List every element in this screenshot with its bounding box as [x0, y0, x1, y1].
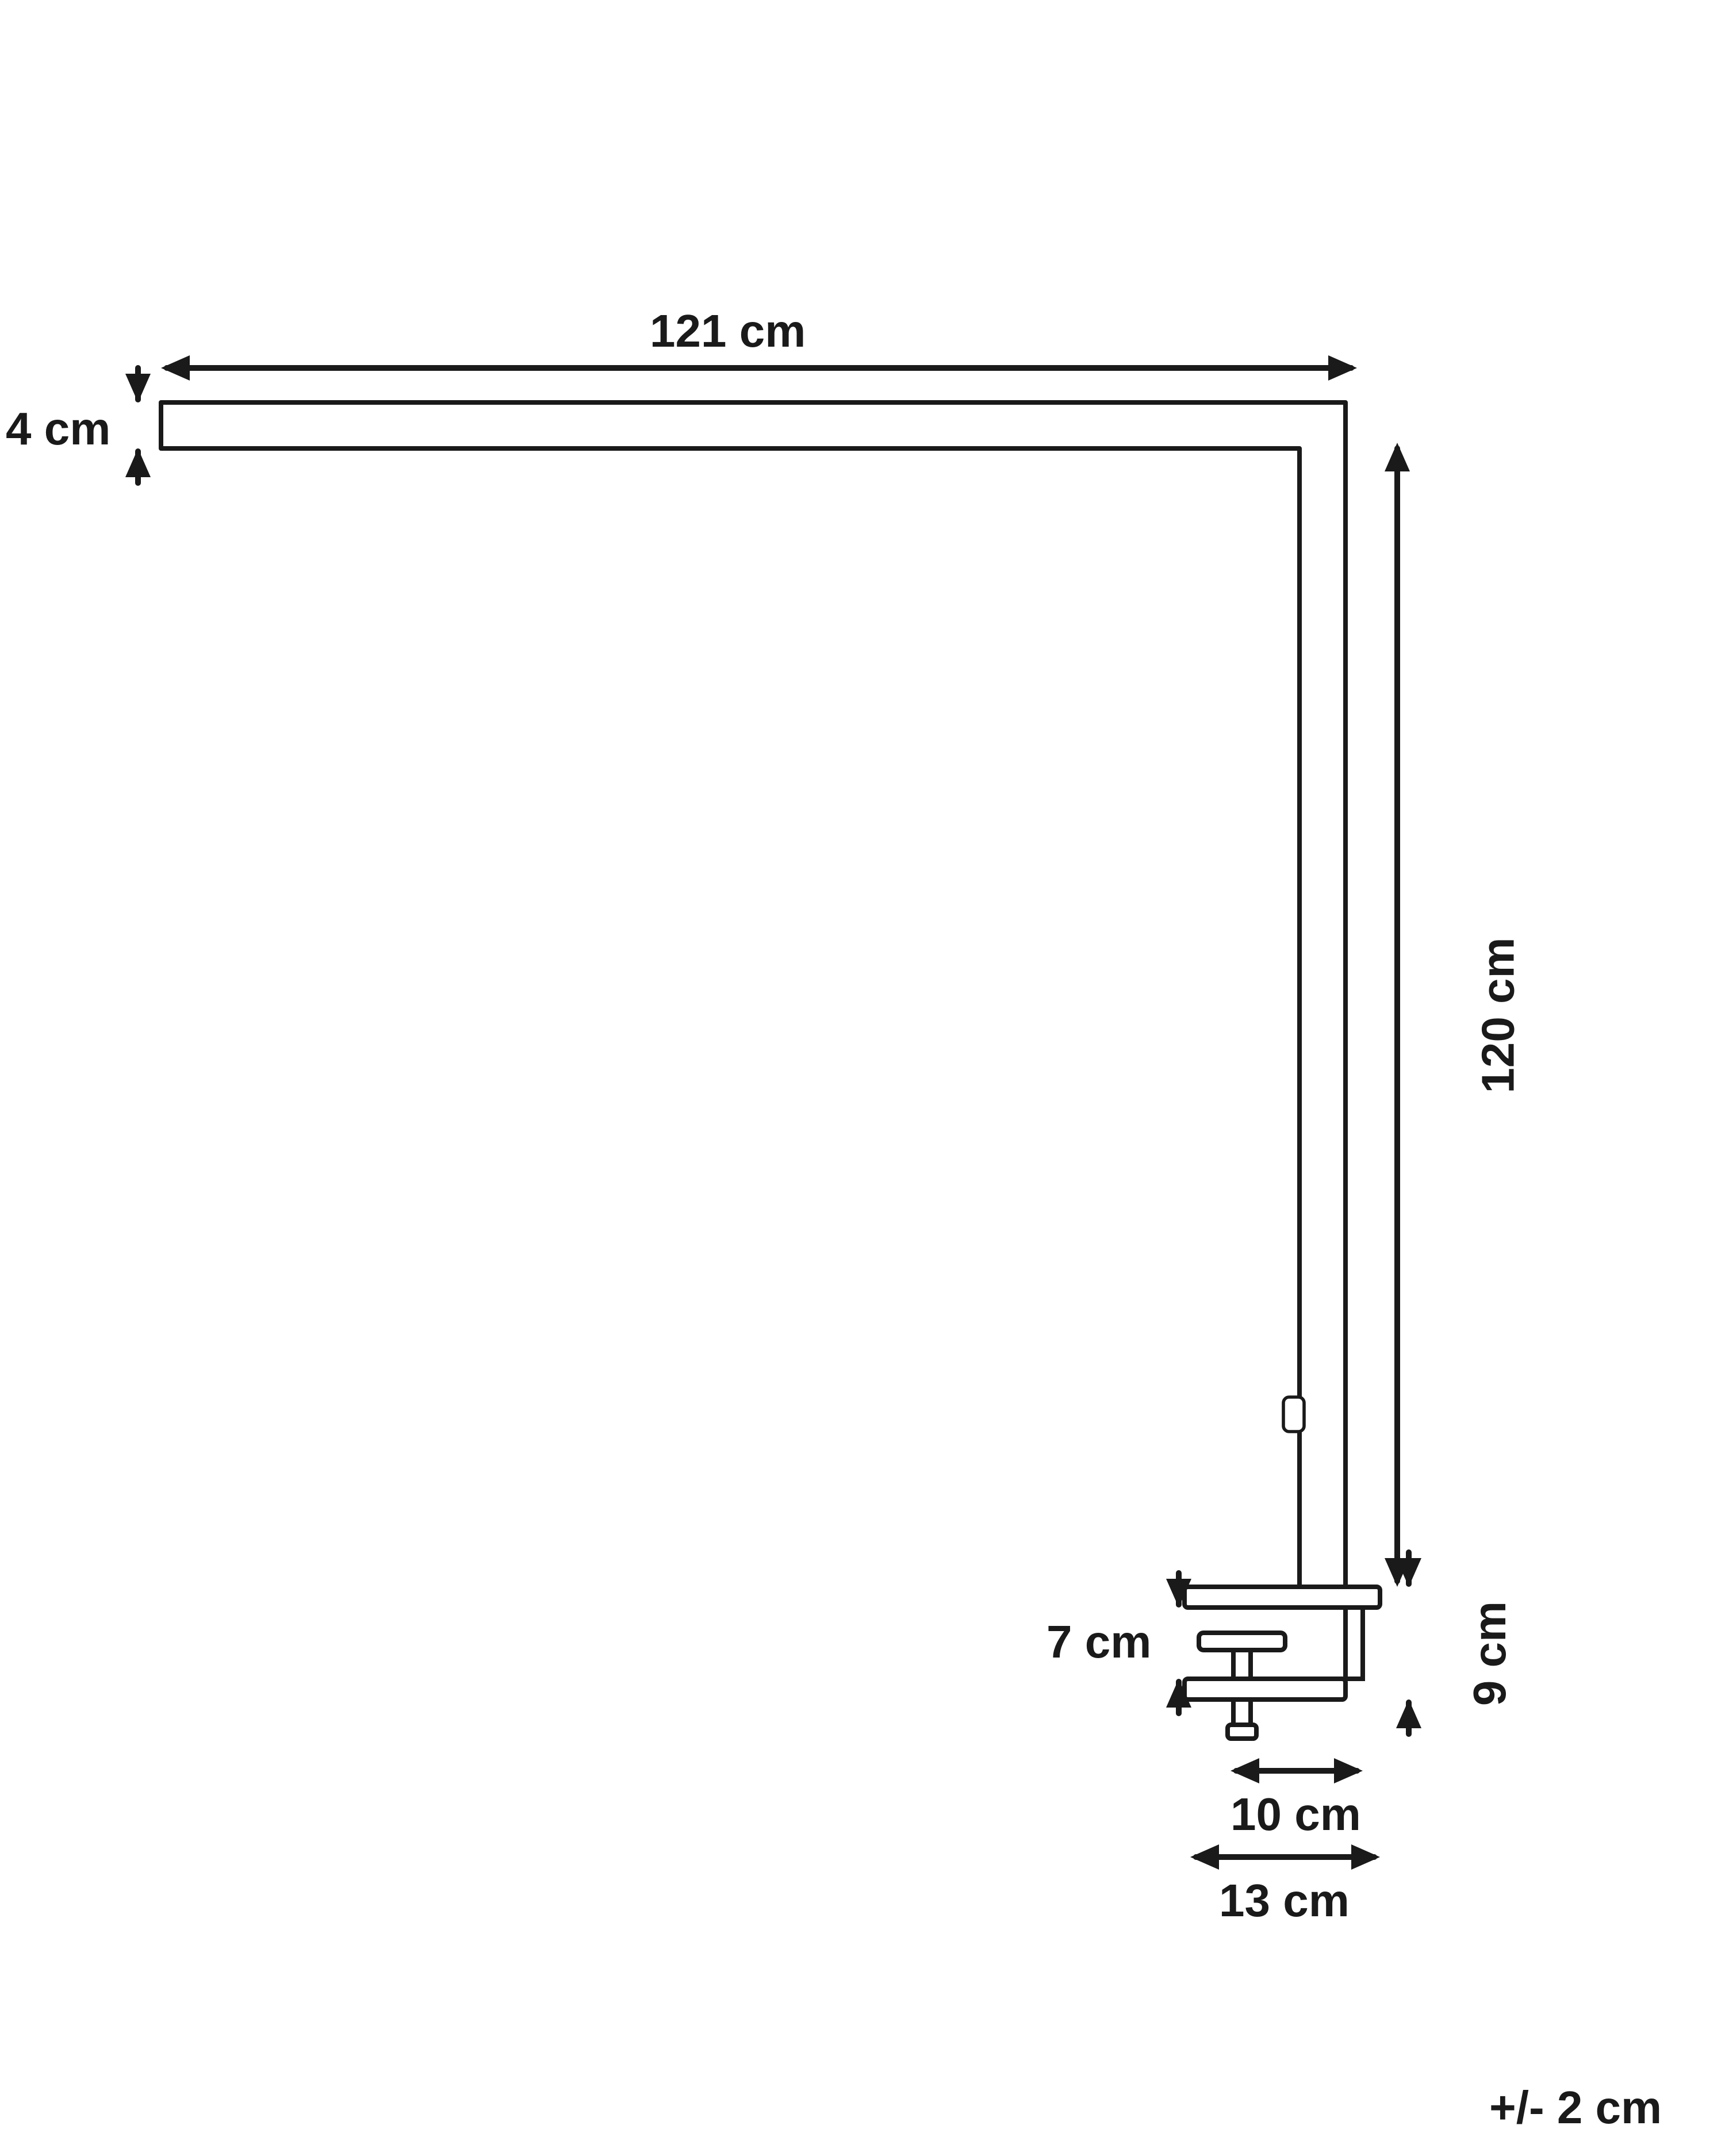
diagram-stage: 121 cm 4 cm 120 cm 9 cm 7 cm 10 cm 13 cm…	[0, 0, 1725, 2156]
dim-height-right: 120 cm	[1472, 937, 1525, 1093]
tolerance-note: +/- 2 cm	[1489, 2081, 1662, 2134]
dim-lower-10: 10 cm	[1230, 1788, 1361, 1841]
dim-arm-thickness: 4 cm	[6, 402, 110, 455]
dim-lower-13: 13 cm	[1219, 1874, 1350, 1927]
dim-width-top: 121 cm	[650, 305, 806, 358]
dim-clamp-height: 9 cm	[1463, 1601, 1516, 1706]
line-drawing	[0, 0, 1725, 2156]
dim-clamp-gap: 7 cm	[1046, 1616, 1151, 1668]
